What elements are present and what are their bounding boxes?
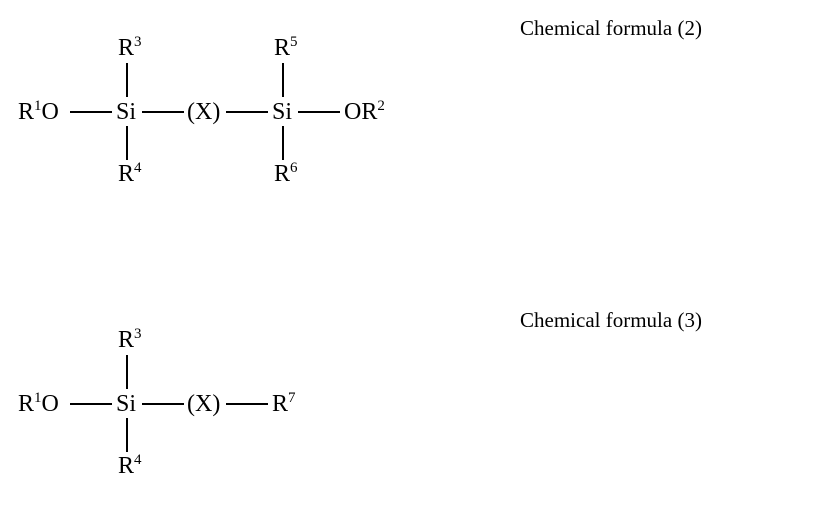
formula-3-label: Chemical formula (3) [520, 308, 702, 333]
r5-symbol: R [274, 35, 290, 61]
r1-oxygen: O [42, 99, 59, 125]
bridge-x-f2: (X) [187, 100, 220, 124]
r3-symbol-f3: R [118, 327, 134, 353]
formula-2-label: Chemical formula (2) [520, 16, 702, 41]
bond-r1o-si1 [70, 111, 112, 113]
group-r1o-f3: R1O [18, 392, 59, 416]
r3-sup: 3 [134, 34, 142, 50]
r3-symbol: R [118, 35, 134, 61]
r6-symbol: R [274, 161, 290, 187]
bond-x-r7 [226, 403, 268, 405]
group-r1o: R1O [18, 100, 59, 124]
r4-sup-f3: 4 [134, 452, 142, 468]
atom-si-f3: Si [116, 392, 136, 416]
r7-sup: 7 [288, 390, 296, 406]
bridge-x-f3: (X) [187, 392, 220, 416]
r7-symbol: R [272, 391, 288, 417]
r2-sup: 2 [377, 98, 385, 114]
bond-si1-x [142, 111, 184, 113]
r3-sup-f3: 3 [134, 326, 142, 342]
r1-symbol: R [18, 99, 34, 125]
atom-si2: Si [272, 100, 292, 124]
group-or2: OR2 [344, 100, 385, 124]
bond-si1-r4 [126, 126, 128, 160]
group-r3-f3: R3 [118, 328, 142, 352]
atom-si1: Si [116, 100, 136, 124]
r6-sup: 6 [290, 160, 298, 176]
bond-si2-or2 [298, 111, 340, 113]
r1-sup: 1 [34, 98, 42, 114]
or2-oxygen: O [344, 99, 361, 125]
bond-si1-r3 [126, 63, 128, 97]
bond-si-x-f3 [142, 403, 184, 405]
bond-r1o-si-f3 [70, 403, 112, 405]
group-r4-f3: R4 [118, 454, 142, 478]
bond-si2-r6 [282, 126, 284, 160]
bond-si-r3-f3 [126, 355, 128, 389]
r4-sup: 4 [134, 160, 142, 176]
r5-sup: 5 [290, 34, 298, 50]
diagram-canvas: Chemical formula (2) Chemical formula (3… [0, 0, 826, 522]
r1-oxygen-f3: O [42, 391, 59, 417]
group-r5: R5 [274, 36, 298, 60]
r1-sup-f3: 1 [34, 390, 42, 406]
r4-symbol: R [118, 161, 134, 187]
bond-si2-r5 [282, 63, 284, 97]
group-r6: R6 [274, 162, 298, 186]
group-r3: R3 [118, 36, 142, 60]
group-r4: R4 [118, 162, 142, 186]
bond-si-r4-f3 [126, 418, 128, 452]
group-r7: R7 [272, 392, 296, 416]
r1-symbol-f3: R [18, 391, 34, 417]
r2-symbol: R [361, 99, 377, 125]
r4-symbol-f3: R [118, 453, 134, 479]
bond-x-si2 [226, 111, 268, 113]
